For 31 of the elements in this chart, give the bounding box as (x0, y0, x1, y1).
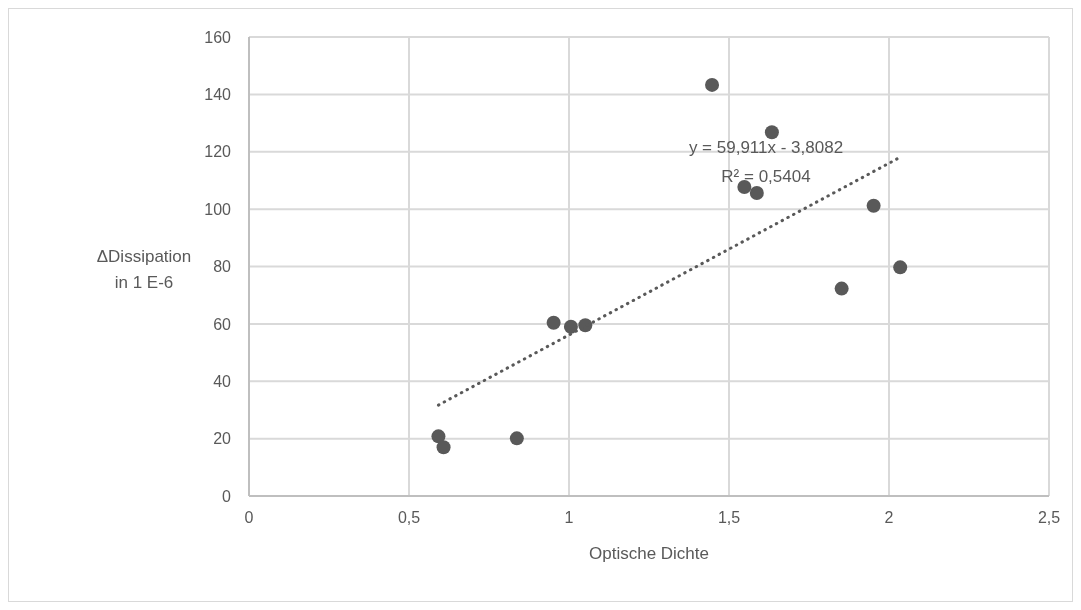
x-axis-title: Optische Dichte (589, 544, 709, 563)
annotation: R² = 0,5404 (720, 166, 812, 188)
annotation: y = 59,911x - 3,8082 (687, 137, 845, 159)
x-tick-label: 1 (564, 509, 574, 527)
point (563, 319, 578, 334)
y-axis-title: ΔDissipation in 1 E-6 (95, 246, 193, 294)
point (764, 125, 779, 140)
y-tick-label: 20 (213, 430, 232, 448)
x-tick-label: 0,5 (397, 509, 421, 527)
point (705, 77, 720, 92)
point (509, 431, 524, 446)
x-tick-label: 2 (884, 509, 894, 527)
x-tick-label: 1,5 (717, 509, 741, 527)
point (749, 186, 764, 201)
point (431, 429, 446, 444)
point (893, 260, 908, 275)
point (737, 180, 752, 195)
y-tick-label: 100 (204, 200, 232, 218)
point (834, 281, 849, 296)
x-tick-label: 0 (244, 509, 254, 527)
point (866, 198, 881, 213)
y-tick-label: 120 (204, 143, 232, 161)
y-tick-label: 80 (213, 258, 232, 276)
y-tick-label: 0 (222, 487, 232, 505)
y-tick-label: 140 (204, 86, 232, 104)
y-tick-label: 160 (204, 28, 232, 46)
y-tick-label: 60 (213, 315, 232, 333)
point (436, 440, 451, 455)
x-tick-label: 2,5 (1037, 509, 1061, 527)
point (546, 315, 561, 330)
y-tick-label: 40 (213, 372, 232, 390)
